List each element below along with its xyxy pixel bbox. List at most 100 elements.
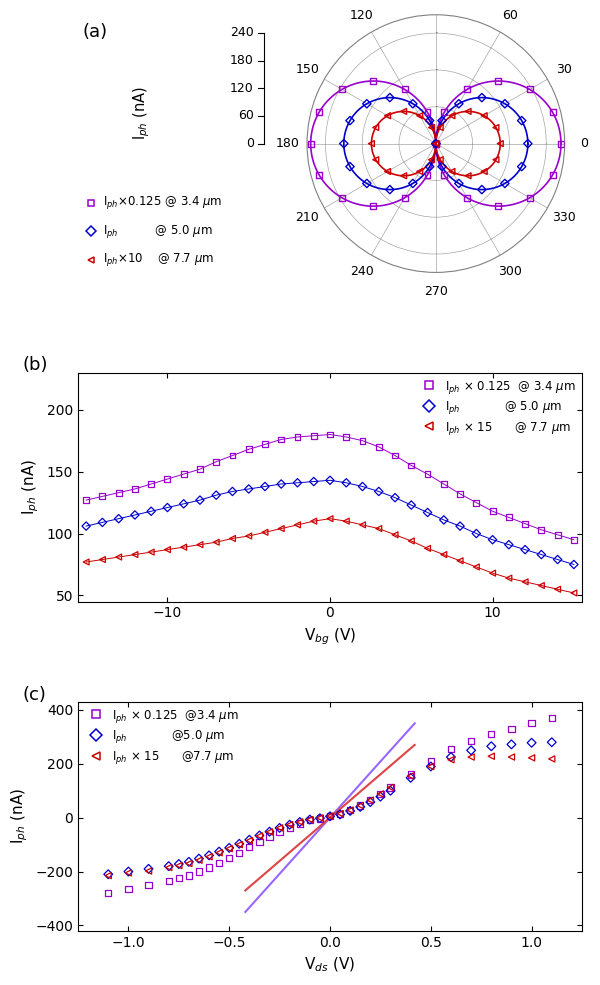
Point: [224, 840, 234, 856]
Text: (b): (b): [23, 357, 48, 374]
Legend: I$_{ph}$ $\times$ 0.125  @3.4 $\mu$m, I$_{ph}$            @5.0 $\mu$m, I$_{ph}$ : I$_{ph}$ $\times$ 0.125 @3.4 $\mu$m, I$_…: [84, 707, 239, 765]
Point: [472, 526, 481, 542]
Point: [325, 427, 335, 442]
Text: I$_{ph}$ (nA): I$_{ph}$ (nA): [131, 86, 152, 140]
Point: [362, 175, 371, 191]
Point: [439, 512, 449, 528]
Point: [406, 458, 416, 474]
Point: [103, 886, 113, 901]
Point: [367, 136, 376, 152]
Point: [506, 750, 516, 765]
Point: [335, 807, 345, 822]
Point: [235, 845, 244, 861]
Point: [488, 503, 497, 519]
Point: [285, 817, 295, 832]
Point: [446, 752, 456, 767]
Point: [446, 750, 456, 765]
Point: [500, 175, 509, 191]
Point: [454, 96, 464, 111]
Point: [406, 766, 415, 782]
Point: [455, 553, 465, 568]
Point: [235, 836, 244, 852]
Point: [491, 119, 501, 135]
Point: [174, 856, 184, 872]
Point: [164, 873, 173, 888]
Point: [488, 532, 497, 548]
Point: [245, 832, 254, 848]
Point: [275, 824, 284, 840]
Text: 120: 120: [230, 82, 254, 95]
X-axis label: V$_{ds}$ (V): V$_{ds}$ (V): [304, 955, 356, 973]
Point: [293, 475, 302, 491]
Point: [345, 159, 355, 174]
Point: [306, 136, 316, 152]
Point: [506, 721, 516, 737]
Point: [244, 441, 254, 457]
Point: [385, 181, 395, 197]
Point: [422, 104, 432, 120]
Point: [447, 107, 457, 123]
Point: [477, 90, 487, 105]
Point: [214, 844, 224, 860]
Point: [374, 521, 383, 537]
Point: [472, 559, 481, 575]
Point: [496, 136, 505, 152]
Point: [82, 555, 91, 570]
Point: [365, 794, 375, 810]
Point: [325, 473, 335, 489]
Point: [431, 136, 440, 152]
Point: [556, 136, 566, 152]
Point: [194, 851, 204, 867]
Point: [184, 868, 194, 884]
Point: [82, 518, 91, 534]
Point: [245, 839, 254, 855]
Point: [400, 82, 409, 98]
Point: [260, 524, 270, 540]
Point: [227, 484, 237, 499]
Point: [415, 107, 425, 123]
Point: [204, 849, 214, 865]
Point: [569, 557, 578, 572]
Point: [163, 499, 172, 515]
Point: [194, 852, 204, 868]
Text: (a): (a): [82, 23, 107, 40]
Point: [163, 542, 172, 558]
Point: [423, 504, 433, 520]
Point: [179, 495, 188, 511]
Point: [487, 749, 496, 764]
Point: [309, 427, 319, 443]
Point: [536, 522, 546, 538]
Point: [431, 136, 440, 152]
Point: [431, 136, 440, 152]
Point: [358, 479, 367, 494]
Point: [293, 517, 302, 533]
Point: [439, 167, 449, 183]
Point: [527, 735, 536, 751]
Point: [174, 871, 184, 886]
Point: [305, 813, 314, 828]
Point: [376, 789, 385, 805]
Text: I$_{ph}$$\times$10    @ 7.7 $\mu$m: I$_{ph}$$\times$10 @ 7.7 $\mu$m: [103, 251, 215, 268]
Point: [520, 542, 530, 558]
Point: [174, 858, 184, 874]
Point: [314, 167, 324, 183]
Point: [525, 190, 535, 206]
Point: [163, 471, 172, 487]
Point: [103, 868, 113, 884]
Point: [355, 798, 365, 814]
Point: [423, 466, 433, 482]
Point: [547, 751, 557, 766]
Point: [427, 119, 436, 135]
Text: 0: 0: [245, 137, 254, 150]
Point: [439, 476, 449, 492]
Point: [164, 860, 173, 876]
Point: [214, 855, 224, 871]
Point: [536, 577, 546, 593]
Point: [114, 550, 124, 565]
Point: [293, 429, 302, 445]
Point: [355, 798, 365, 814]
Point: [146, 476, 156, 492]
Point: [491, 152, 501, 167]
Point: [325, 809, 335, 824]
Point: [399, 103, 409, 119]
